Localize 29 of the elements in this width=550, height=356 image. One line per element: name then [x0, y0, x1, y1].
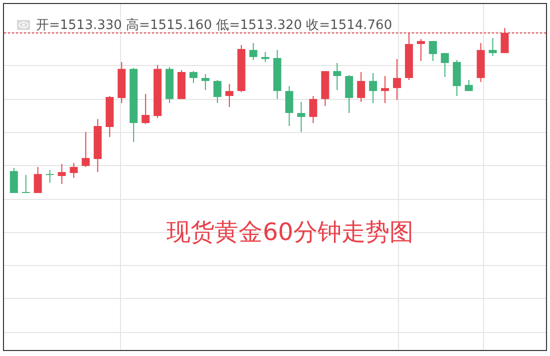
candlestick: [369, 72, 378, 104]
candlestick: [22, 174, 30, 194]
candlestick: [58, 163, 66, 184]
candlestick: [46, 170, 54, 184]
candlestick: [142, 94, 150, 125]
candlestick: [345, 74, 354, 114]
candlestick: [189, 70, 198, 84]
candlestick: [333, 62, 342, 91]
candlestick: [381, 76, 390, 104]
text: 现货黄金60分钟走势图: [166, 217, 414, 248]
candlestick: [440, 52, 449, 78]
candlestick: [34, 166, 42, 194]
candlestick: [428, 40, 437, 62]
candlestick: [70, 162, 78, 178]
annotation: 开=1513.330 高=1515.160 低=1513.320 收=1514.760: [36, 17, 392, 34]
candlestick: [357, 72, 366, 102]
candlestick: [488, 38, 497, 57]
candlestick: [416, 38, 425, 62]
candlestick: [249, 42, 258, 61]
candlestick: [261, 51, 270, 62]
candlestick: [225, 83, 234, 108]
candlestick: [82, 131, 90, 168]
candlestick: [201, 74, 210, 91]
candlestick: [10, 167, 18, 194]
candlestick: [297, 101, 306, 132]
candlestick: [392, 58, 401, 100]
candlestick: [285, 86, 294, 127]
candlestick: [213, 79, 222, 104]
candlestick: [309, 95, 318, 124]
